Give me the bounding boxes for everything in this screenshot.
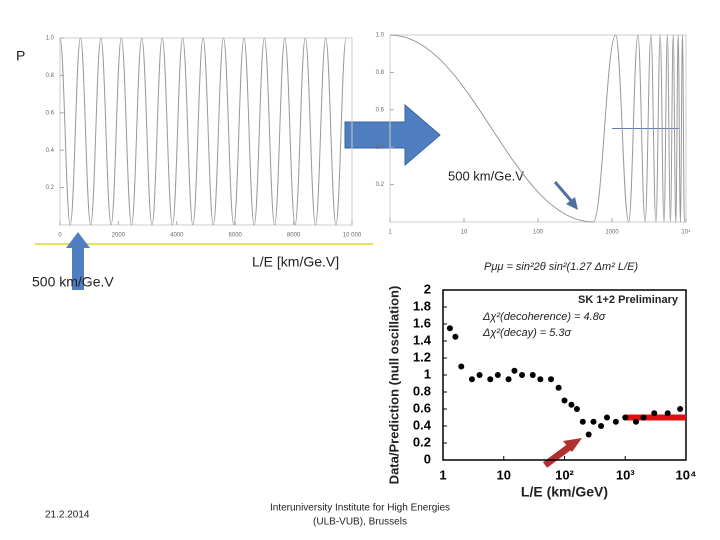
x-tick-label: 10² — [555, 467, 574, 482]
x-axis-label: L/E (km/GeV) — [521, 484, 608, 500]
big-arrow — [344, 103, 441, 167]
plot-title: SK 1+2 Preliminary — [578, 294, 679, 306]
y-axis-label: Data/Prediction (null oscillation) — [386, 286, 401, 485]
y-tick-label: 0.2 — [46, 185, 55, 191]
y-tick-label: 1.2 — [413, 349, 431, 364]
data-point — [561, 397, 568, 404]
data-point — [664, 410, 671, 417]
x-tick-label: 1000 — [605, 230, 619, 236]
y-tick-label: 0.4 — [46, 148, 55, 154]
data-point — [579, 418, 586, 425]
data-point — [603, 414, 610, 421]
data-point — [476, 372, 483, 378]
x-tick-label: 6000 — [229, 233, 243, 239]
x-tick-label: 10 — [497, 467, 511, 482]
annotation: Δχ²(decoherence) = 4.8σ — [482, 311, 606, 323]
x-tick-label: 1 — [388, 230, 392, 236]
data-point — [529, 372, 536, 378]
x-tick-label: 10 — [461, 230, 468, 236]
data-point — [519, 372, 526, 378]
data-point — [598, 423, 605, 429]
y-tick-label: 2 — [424, 281, 431, 296]
y-tick-label: 0.4 — [376, 145, 385, 151]
y-tick-label: 0.6 — [376, 107, 385, 113]
data-point — [511, 367, 518, 374]
data-point — [468, 376, 475, 383]
x-tick-label: 1 — [439, 467, 446, 482]
y-tick-label: 1.6 — [413, 315, 431, 330]
note: L/E [km/Ge.V] — [252, 254, 339, 270]
y-tick-label: 0.6 — [46, 110, 55, 116]
footer: Interuniversity Institute for High Energ… — [270, 503, 450, 514]
data-point — [585, 431, 592, 438]
y-tick-label: 0 — [424, 451, 431, 466]
data-point — [590, 418, 597, 425]
curve — [59, 37, 347, 226]
y-tick-label: 0.8 — [376, 70, 385, 76]
p-label: P — [16, 48, 25, 64]
red-arrow — [542, 442, 575, 468]
x-tick-label: 10⁴ — [676, 467, 697, 482]
plot-frame — [59, 37, 353, 226]
data-point — [446, 325, 453, 332]
x-tick-label: 2000 — [112, 233, 126, 239]
curve — [389, 34, 685, 223]
data-point — [573, 406, 580, 412]
up-arrow — [66, 232, 90, 290]
y-tick-label: 1 — [424, 366, 431, 381]
x-tick-label: 100 — [533, 230, 544, 236]
pointer-head — [566, 197, 578, 210]
y-tick-label: 0.4 — [413, 417, 432, 432]
data-point — [487, 376, 494, 383]
data-point — [458, 363, 465, 370]
x-tick-label: 8000 — [287, 233, 301, 239]
y-tick-label: 0.2 — [376, 182, 385, 188]
data-point — [505, 376, 512, 383]
y-tick-label: 1.8 — [413, 298, 431, 313]
annotation: Δχ²(decay) = 5.3σ — [482, 327, 572, 339]
y-tick-label: 0.6 — [413, 400, 431, 415]
data-point — [640, 414, 647, 421]
data-point — [555, 384, 562, 391]
x-tick-label: 10⁴ — [681, 229, 691, 236]
data-point — [612, 418, 619, 425]
data-point — [537, 376, 544, 383]
y-tick-label: 0.2 — [413, 434, 431, 449]
data-point — [568, 401, 575, 408]
y-tick-label: 0.8 — [46, 73, 55, 79]
data-point — [548, 376, 555, 383]
y-tick-label: 0.8 — [413, 383, 431, 398]
data-point — [651, 410, 658, 417]
x-tick-label: 10³ — [616, 467, 635, 482]
note: 500 km/Ge.V — [32, 274, 114, 290]
y-tick-label: 1.0 — [376, 33, 385, 39]
y-tick-label: 1.4 — [413, 332, 432, 347]
date: 21.2.2014 — [45, 510, 90, 521]
data-point — [632, 418, 639, 425]
note: 500 km/Ge.V — [448, 168, 524, 183]
x-tick-label: 0 — [58, 233, 62, 239]
formula: Pμμ = sin²2θ sin²(1.27 Δm² L/E) — [484, 261, 638, 273]
footer: (ULB-VUB), Brussels — [313, 517, 407, 528]
red-arrow-head — [563, 438, 582, 452]
x-tick-label: 4000 — [170, 233, 184, 239]
y-tick-label: 1.0 — [46, 36, 55, 42]
x-tick-label: 10 000 — [343, 233, 362, 239]
data-point — [677, 406, 684, 412]
data-point — [622, 414, 629, 421]
data-point — [494, 372, 501, 378]
data-point — [452, 333, 459, 340]
